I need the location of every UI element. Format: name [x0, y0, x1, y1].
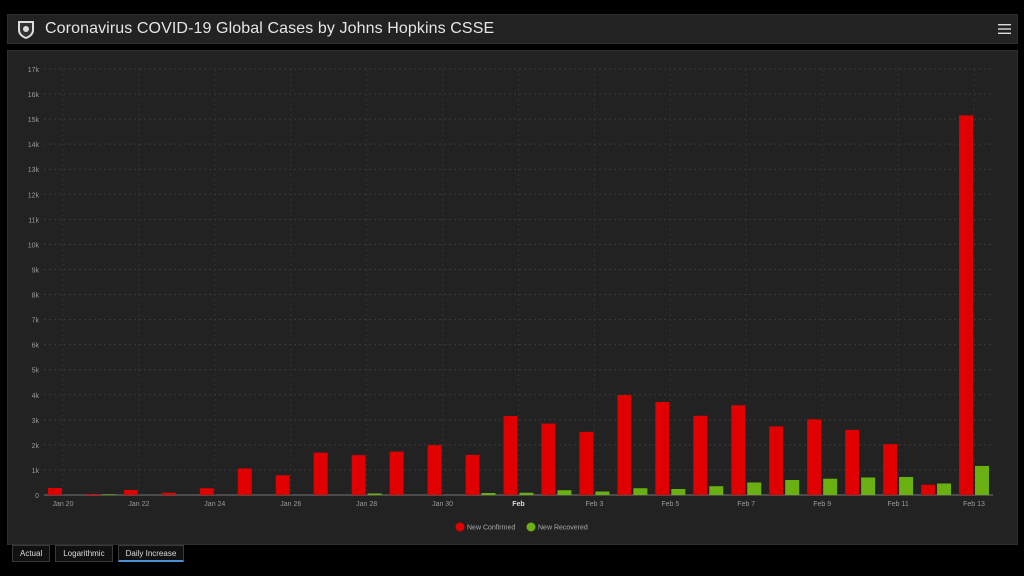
x-tick-label: Jan 20 [52, 501, 73, 508]
y-tick-label: 2k [32, 443, 40, 450]
page-title: Coronavirus COVID-19 Global Cases by Joh… [45, 20, 495, 37]
y-tick-label: 8k [32, 293, 40, 300]
bar-new-confirmed [351, 455, 366, 495]
x-tick-label: Jan 28 [356, 501, 377, 508]
daily-increase-chart: 0 1k 2k 3k 4k 5k 6k 7k 8k 9k 10k 11k 12k 13k 14k 15k 16k… [28, 67, 993, 532]
legend-label: New Confirmed [467, 525, 515, 532]
bar-new-recovered [747, 482, 762, 495]
bar-new-confirmed [313, 452, 328, 495]
hamburger-menu-icon[interactable] [998, 22, 1011, 36]
bar-new-confirmed [47, 487, 62, 495]
y-tick-label: 3k [32, 418, 40, 425]
y-tick-label: 12k [28, 192, 40, 199]
bar-new-confirmed [389, 451, 404, 495]
tab-actual[interactable]: Actual [12, 545, 51, 562]
bar-new-recovered [101, 494, 116, 495]
y-tick-label: 6k [32, 343, 40, 350]
bar-new-confirmed [579, 431, 594, 495]
bar-new-recovered [633, 488, 648, 495]
y-tick-label: 9k [32, 267, 40, 274]
bar-new-confirmed [693, 415, 708, 495]
y-tick-label: 5k [32, 368, 40, 375]
x-tick-label: Feb 7 [737, 501, 755, 508]
y-tick-label: 14k [28, 142, 40, 149]
y-tick-label: 1k [32, 468, 40, 475]
y-tick-label: 7k [32, 318, 40, 325]
bar-new-confirmed [85, 493, 100, 495]
bar-new-recovered [595, 491, 610, 495]
bar-new-recovered [519, 492, 534, 495]
x-tick-label: Jan 24 [204, 501, 225, 508]
bar-new-confirmed [161, 492, 176, 495]
bar-new-recovered [671, 488, 686, 495]
tab-logarithmic[interactable]: Logarithmic [55, 545, 113, 562]
chart-panel: 0 1k 2k 3k 4k 5k 6k 7k 8k 9k 10k 11k 12k 13k 14k 15k 16k… [7, 50, 1018, 545]
x-tick-label: Feb 3 [585, 501, 603, 508]
x-tick-label: Jan 30 [432, 501, 453, 508]
y-tick-label: 13k [28, 167, 40, 174]
bar-new-confirmed [465, 454, 480, 495]
legend-marker-recovered [526, 522, 536, 532]
x-tick-label: Feb 13 [963, 501, 985, 508]
chart-mode-tabs: Actual Logarithmic Daily Increase [12, 545, 185, 562]
bar-new-confirmed [845, 429, 860, 495]
bar-new-confirmed [655, 402, 670, 495]
bar-new-recovered [709, 486, 724, 495]
y-tick-label: 16k [28, 92, 40, 99]
bar-new-recovered [937, 483, 952, 495]
x-tick-label: Feb 5 [661, 501, 679, 508]
bar-new-recovered [899, 476, 914, 495]
x-tick-label: Feb 11 [887, 501, 908, 508]
y-tick-label: 0 [35, 493, 39, 500]
bar-new-confirmed [541, 423, 556, 495]
bar-new-recovered [785, 479, 800, 495]
y-tick-label: 10k [28, 242, 40, 249]
x-tick-label: Feb [512, 501, 524, 508]
bar-new-confirmed [503, 416, 518, 495]
shield-icon [18, 21, 34, 39]
bar-new-confirmed [237, 468, 252, 495]
bar-new-confirmed [807, 419, 822, 495]
bar-new-confirmed [427, 445, 442, 495]
y-tick-label: 17k [28, 67, 40, 74]
bar-new-recovered [481, 492, 496, 495]
bar-new-confirmed [275, 475, 290, 495]
bar-new-recovered [557, 490, 572, 495]
bar-new-confirmed [769, 426, 784, 495]
tab-daily-increase[interactable]: Daily Increase [117, 545, 185, 562]
bar-new-confirmed [123, 489, 138, 495]
bar-new-confirmed [617, 395, 632, 495]
bar-new-confirmed [921, 484, 936, 495]
bar-new-recovered [823, 478, 838, 495]
bar-new-confirmed [883, 444, 898, 495]
bar-new-recovered [861, 477, 876, 495]
x-tick-label: Jan 26 [280, 501, 301, 508]
bar-new-confirmed [959, 115, 974, 495]
y-tick-label: 11k [28, 217, 39, 224]
legend-label: New Recovered [538, 525, 588, 532]
bar-new-recovered [367, 493, 382, 495]
bar-new-confirmed [731, 405, 746, 495]
y-tick-label: 15k [28, 117, 40, 124]
bar-new-confirmed [199, 488, 214, 495]
y-tick-label: 4k [32, 393, 40, 400]
bar-new-recovered [975, 465, 990, 495]
x-tick-label: Jan 22 [128, 501, 149, 508]
legend-marker-confirmed [455, 522, 465, 532]
app-header: Coronavirus COVID-19 Global Cases by Joh… [7, 14, 1018, 44]
x-tick-label: Feb 9 [813, 501, 831, 508]
